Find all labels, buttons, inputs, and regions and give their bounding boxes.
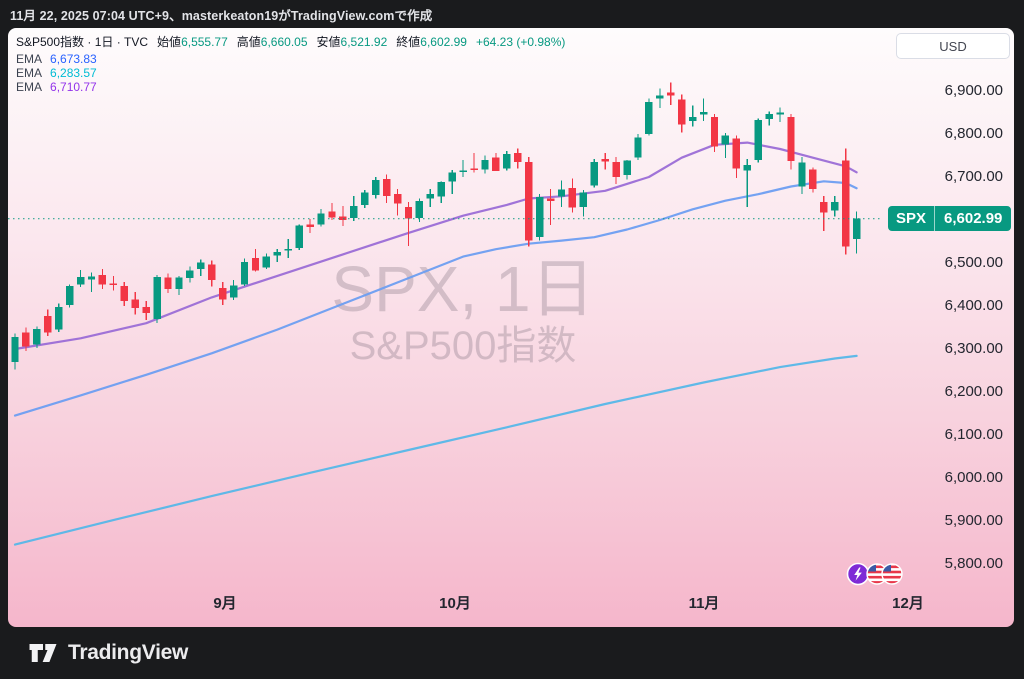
ema-legend-rows: EMA 6,673.83 EMA 6,283.57 EMA 6,710.77: [16, 52, 565, 94]
price-tick-label: 5,800.00: [944, 555, 1003, 572]
candles: [11, 82, 861, 370]
price-tick-label: 6,400.00: [944, 297, 1003, 314]
price-tick-label: 6,900.00: [944, 82, 1003, 99]
attribution-text: 11月 22, 2025 07:04 UTC+9、masterkeaton19が…: [10, 8, 433, 23]
attribution-bar: 11月 22, 2025 07:04 UTC+9、masterkeaton19が…: [0, 0, 1024, 28]
price-tick-label: 6,100.00: [944, 426, 1003, 443]
chart-legend: S&P500指数 · 1日 · TVC 始値6,555.77 高値6,660.05…: [16, 34, 566, 95]
currency-label: USD: [939, 38, 967, 54]
change-value: +64.23 (+0.98%): [475, 34, 566, 49]
ema-line: [13, 354, 858, 546]
price-tick-label: 6,700.00: [944, 168, 1003, 185]
tradingview-brand[interactable]: TradingView: [68, 641, 189, 664]
ema-line: [13, 141, 858, 351]
tradingview-logo-icon[interactable]: [28, 641, 58, 665]
month-tick-label: 11月: [688, 595, 720, 612]
ohlc-pair: 安値6,521.92: [316, 34, 388, 49]
ohlc-pair: 高値6,660.05: [236, 34, 308, 49]
price-axis[interactable]: 6,900.00 6,800.00 6,700.00 6,500.00 6,400.00…: [913, 28, 1003, 627]
ema-line: [13, 180, 858, 417]
us-flags-icon: [866, 563, 903, 585]
badge-price: 6,602.99: [944, 210, 1003, 227]
price-tick-label: 6,300.00: [944, 340, 1003, 357]
ema-legend-row[interactable]: EMA 6,673.83: [16, 52, 97, 66]
price-tick-label: 6,500.00: [944, 254, 1003, 271]
ema-legend-row[interactable]: EMA 6,283.57: [16, 66, 97, 80]
ohlc-pair: 始値6,555.77: [157, 34, 228, 49]
month-tick-label: 12月: [892, 595, 924, 612]
price-tick-label: 6,000.00: [944, 469, 1003, 486]
reaction-icons: [846, 562, 904, 586]
ohlc-pair: 終値6,602.99: [396, 34, 467, 49]
currency-box: USD: [896, 33, 1010, 59]
month-tick-label: 9月: [213, 595, 237, 612]
badge-symbol: SPX: [888, 206, 936, 231]
last-price-badge: SPX 6,602.99: [888, 206, 1012, 231]
time-axis[interactable]: 9月 10月 11月 12月: [8, 594, 1014, 614]
symbol-title[interactable]: S&P500指数 · 1日 · TVC: [16, 34, 149, 49]
chart-panel[interactable]: SPX, 1日 S&P500指数 S&P500指数 · 1日 · TVC 始値6…: [8, 28, 1014, 627]
ema-legend-row[interactable]: EMA 6,710.77: [16, 80, 97, 94]
ohlc-values: 始値6,555.77 高値6,660.05 安値6,521.92 終値6,602.99: [157, 35, 467, 49]
footer-bar: TradingView: [0, 627, 1024, 679]
month-tick-label: 10月: [439, 595, 471, 612]
candlestick-plot[interactable]: [8, 28, 1014, 627]
price-tick-label: 6,200.00: [944, 383, 1003, 400]
price-tick-label: 6,800.00: [944, 125, 1003, 142]
price-tick-label: 5,900.00: [944, 512, 1003, 529]
